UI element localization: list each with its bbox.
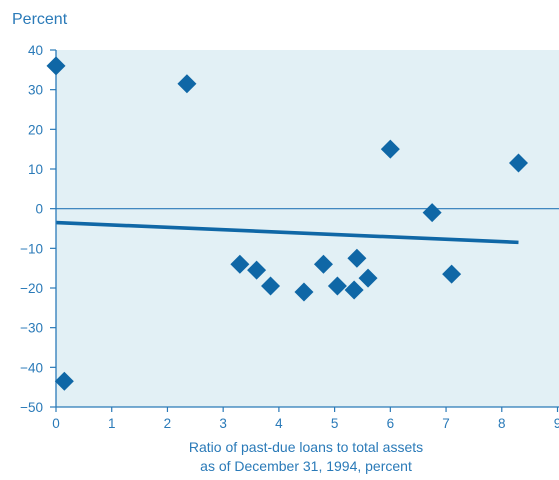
data-point bbox=[358, 268, 378, 288]
data-point bbox=[347, 248, 367, 268]
y-ticks-group: 40 30 20 10 0 −10 −20 −30 −40 −50 bbox=[20, 43, 56, 415]
y-tick-label: 40 bbox=[28, 43, 43, 58]
data-point bbox=[508, 153, 528, 173]
y-tick-label: −20 bbox=[20, 281, 43, 296]
y-tick-label: 20 bbox=[28, 122, 43, 137]
y-tick-label: −50 bbox=[20, 400, 43, 415]
y-tick-label: −30 bbox=[20, 321, 43, 336]
y-tick-label: 0 bbox=[35, 202, 43, 217]
plot-area bbox=[56, 50, 559, 407]
y-tick-label: 30 bbox=[28, 83, 43, 98]
x-tick-label: 7 bbox=[442, 416, 450, 431]
data-point bbox=[177, 74, 197, 94]
x-axis-label-line-2: as of December 31, 1994, percent bbox=[200, 458, 412, 474]
x-tick-label: 1 bbox=[108, 416, 116, 431]
y-tick-label: 10 bbox=[28, 162, 43, 177]
data-point bbox=[380, 139, 400, 159]
data-point bbox=[54, 371, 74, 391]
x-tick-label: 4 bbox=[275, 416, 283, 431]
x-tick-label: 9 bbox=[554, 416, 559, 431]
data-point bbox=[247, 260, 267, 280]
x-tick-label: 8 bbox=[498, 416, 506, 431]
trend-line-group bbox=[55, 220, 519, 245]
data-point bbox=[294, 282, 314, 302]
data-point bbox=[261, 276, 281, 296]
x-tick-label: 6 bbox=[387, 416, 395, 431]
trend-line bbox=[55, 220, 519, 245]
axes-group bbox=[55, 50, 559, 408]
data-point bbox=[230, 254, 250, 274]
x-axis-label-line-1: Ratio of past-due loans to total assets bbox=[189, 439, 423, 455]
x-tick-label: 2 bbox=[164, 416, 172, 431]
x-tick-label: 5 bbox=[331, 416, 339, 431]
data-point bbox=[422, 203, 442, 223]
y-tick-label: −10 bbox=[20, 241, 43, 256]
points-group bbox=[46, 56, 528, 391]
y-axis-label: Percent bbox=[12, 11, 68, 28]
x-tick-label: 0 bbox=[52, 416, 60, 431]
data-point bbox=[344, 280, 364, 300]
data-point bbox=[313, 254, 333, 274]
data-point bbox=[327, 276, 347, 296]
x-ticks-group: 0 1 2 3 4 5 6 7 8 9 bbox=[52, 407, 559, 431]
data-point bbox=[442, 264, 462, 284]
y-tick-label: −40 bbox=[20, 360, 43, 375]
x-tick-label: 3 bbox=[219, 416, 227, 431]
data-point bbox=[46, 56, 66, 76]
